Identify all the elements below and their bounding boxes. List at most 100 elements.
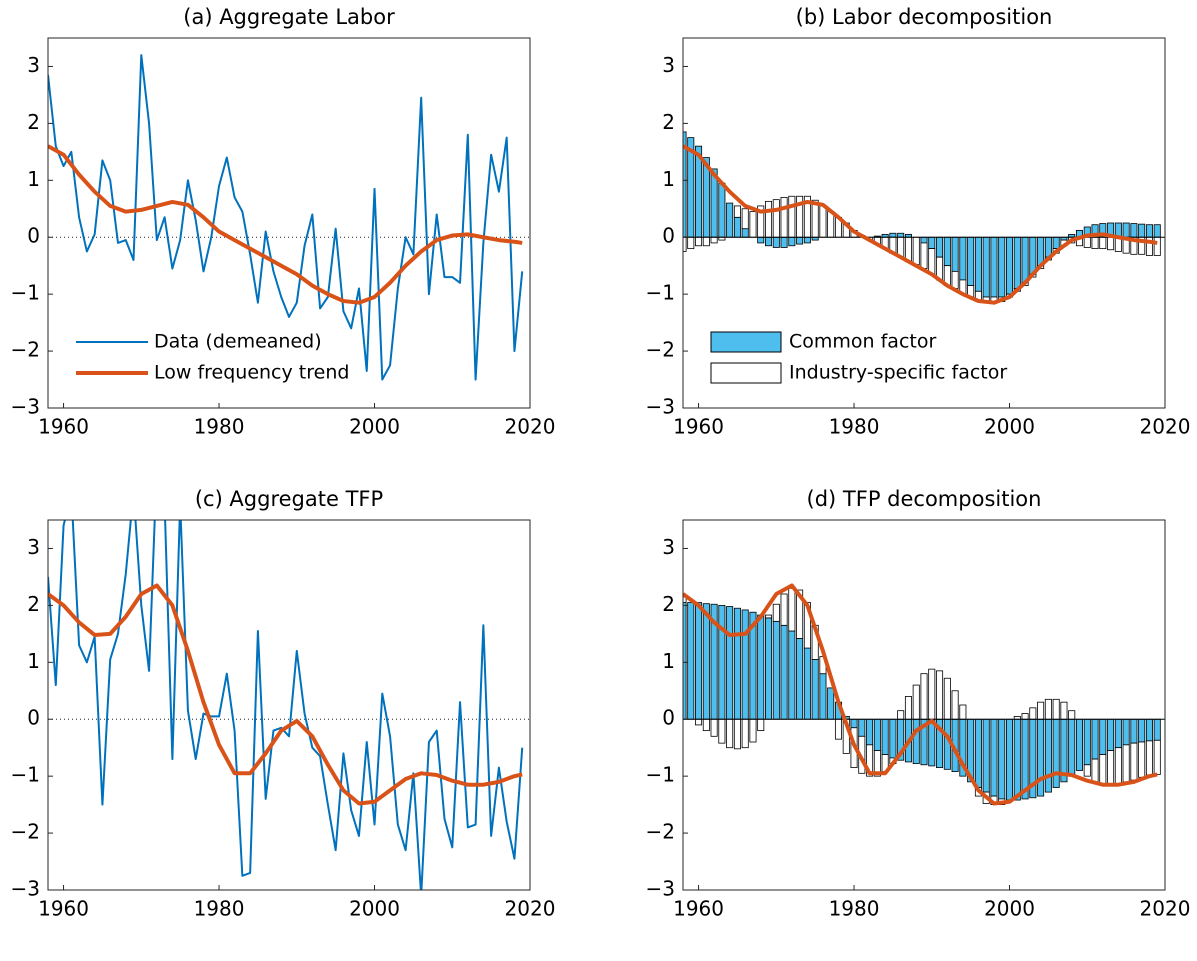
series-line <box>683 583 1158 806</box>
bar <box>974 718 982 788</box>
bar <box>1006 236 1014 295</box>
bar <box>757 718 765 732</box>
legend-label: Low frequency trend <box>154 362 349 384</box>
bar <box>749 211 757 238</box>
bar <box>687 236 695 250</box>
bar <box>772 603 780 622</box>
bar <box>687 602 695 720</box>
bar <box>1006 718 1014 801</box>
bar <box>780 593 788 626</box>
bar <box>827 687 835 720</box>
bar <box>912 236 920 265</box>
bar <box>765 614 773 619</box>
series-line <box>48 520 524 890</box>
bar <box>928 668 936 720</box>
panel: (d) TFP decomposition −3 −2 −1 0 1 2 3 1960 1980 2… <box>646 487 1191 921</box>
bar <box>1083 764 1091 777</box>
y-tick-label: 1 <box>27 649 40 673</box>
bar <box>1107 236 1115 251</box>
x-tick-label: 1960 <box>38 897 89 921</box>
bar <box>1107 750 1115 786</box>
bar <box>1099 754 1107 785</box>
x-tick-label: 1980 <box>829 415 880 439</box>
bar <box>710 236 718 244</box>
bar <box>1099 718 1107 755</box>
bar <box>1114 747 1122 786</box>
x-tick-label: 1960 <box>38 415 89 439</box>
x-tick-label: 2000 <box>349 415 400 439</box>
bar <box>897 710 905 720</box>
bar <box>1075 718 1083 771</box>
bar <box>1091 758 1099 783</box>
bar <box>1122 222 1130 238</box>
bar <box>873 750 881 777</box>
bar <box>1138 741 1146 778</box>
bar <box>718 718 726 744</box>
bar <box>788 236 796 247</box>
marks <box>683 583 1165 806</box>
bar <box>1130 718 1138 744</box>
bar <box>796 236 804 245</box>
y-tick-label: 0 <box>662 706 675 730</box>
bar <box>1091 718 1099 760</box>
marks <box>683 131 1165 305</box>
x-tick-label: 1980 <box>194 897 245 921</box>
y-tick-label: 0 <box>27 224 40 248</box>
bar <box>733 718 741 750</box>
bar <box>928 236 936 250</box>
bar <box>866 744 874 777</box>
bar <box>1052 718 1060 788</box>
bar <box>819 673 827 720</box>
plot-area <box>48 520 530 890</box>
bar <box>718 604 726 720</box>
bar <box>1060 701 1068 720</box>
panel-title: (d) TFP decomposition <box>807 487 1042 511</box>
bar <box>951 690 959 720</box>
series-line <box>48 583 523 806</box>
bar <box>904 696 912 720</box>
bar <box>733 216 741 238</box>
bar <box>1044 698 1052 720</box>
bar <box>1013 236 1021 289</box>
x-tick-label: 2000 <box>984 897 1035 921</box>
bar <box>1130 223 1138 238</box>
series-line <box>683 144 1158 305</box>
bar <box>803 236 811 244</box>
bar <box>990 718 998 797</box>
bar <box>803 647 811 720</box>
bar <box>834 718 842 740</box>
y-tick-label: −1 <box>11 281 40 305</box>
bar <box>928 718 936 767</box>
bar <box>1021 236 1029 284</box>
x-tick-label: 2000 <box>984 415 1035 439</box>
bar <box>780 196 788 238</box>
bar <box>1029 707 1037 720</box>
bar <box>788 587 796 632</box>
bar <box>733 607 741 720</box>
legend-label: Data (demeaned) <box>154 331 322 353</box>
bar <box>897 232 905 238</box>
bar <box>951 270 959 289</box>
bar <box>1138 223 1146 238</box>
bar <box>726 606 734 720</box>
bar <box>936 670 944 720</box>
legend-swatch <box>710 331 782 353</box>
bar <box>1153 718 1161 741</box>
bar <box>702 603 710 720</box>
bar <box>1099 236 1107 250</box>
axes-box <box>682 37 1166 409</box>
bar <box>683 236 687 252</box>
panel-title: (a) Aggregate Labor <box>183 5 395 29</box>
bar <box>695 602 703 720</box>
y-tick-label: −1 <box>646 281 675 305</box>
series-line <box>48 144 523 305</box>
y-tick-label: 1 <box>27 167 40 191</box>
bar <box>889 232 897 238</box>
bar <box>741 718 749 749</box>
bar <box>920 236 928 244</box>
bar <box>1029 236 1037 275</box>
y-tick-label: −3 <box>11 877 40 901</box>
bar <box>757 614 765 720</box>
marks <box>48 520 530 890</box>
bar <box>749 718 757 743</box>
